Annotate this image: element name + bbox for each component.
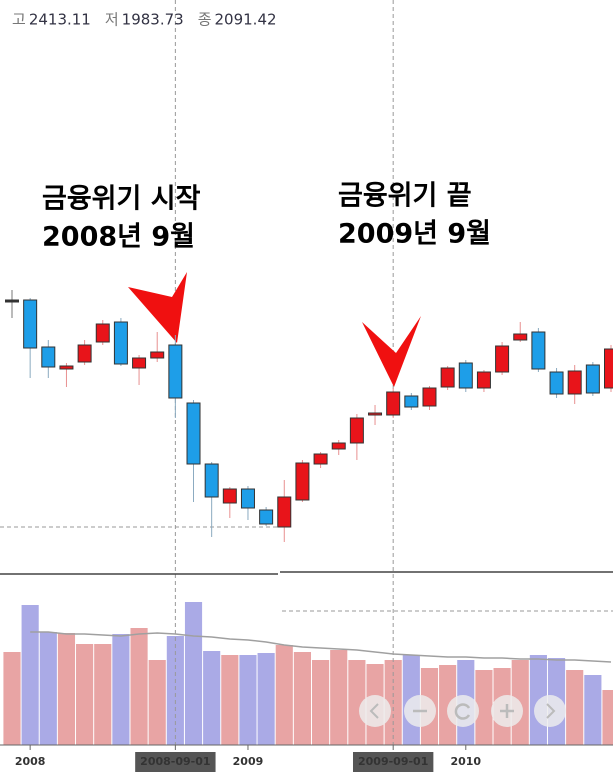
header-label: 고	[12, 11, 26, 29]
volume-bar	[258, 653, 275, 745]
volume-bar	[130, 628, 147, 745]
candle-body	[187, 403, 200, 464]
candle-body	[60, 366, 73, 369]
annotation: 2009년 9월	[338, 219, 491, 250]
header-value: 2091.42	[215, 11, 277, 29]
candle-body	[241, 489, 254, 508]
annotation: 금융위기 끝	[338, 181, 472, 212]
volume-bar	[112, 634, 129, 745]
zoom-in-button[interactable]	[491, 695, 523, 727]
candle-body	[223, 489, 236, 503]
candle-body	[78, 345, 91, 362]
candle-body	[550, 372, 563, 394]
volume-bar	[330, 650, 347, 745]
candle-body	[151, 352, 164, 358]
zoom-out-button[interactable]	[404, 695, 436, 727]
volume-bar	[276, 645, 293, 745]
candle-body	[260, 510, 273, 524]
volume-bar	[22, 605, 39, 745]
candle-body	[205, 464, 218, 497]
volume-bar	[185, 602, 202, 745]
candle-body	[423, 388, 436, 406]
header-label: 종	[198, 11, 212, 29]
volume-bar	[58, 633, 75, 745]
arrow	[362, 316, 421, 387]
annotation: 2008년 9월	[42, 222, 195, 253]
x-tick-label: 2008-09-01	[140, 755, 210, 768]
header-label: 저	[105, 11, 119, 29]
x-tick-label: 2008	[15, 755, 46, 768]
scroll-right-button[interactable]	[534, 695, 566, 727]
volume-bar	[584, 675, 601, 745]
candle-body	[387, 392, 400, 415]
volume-bar	[239, 655, 256, 745]
candle-body	[477, 372, 490, 388]
candle-body	[568, 371, 581, 394]
candle-body	[369, 413, 382, 415]
volume-bar	[221, 655, 238, 745]
x-tick-label: 2009-09-01	[358, 755, 428, 768]
candle-body	[496, 346, 509, 372]
candle-body	[96, 324, 109, 342]
candle-body	[605, 349, 613, 388]
volume-bar	[94, 644, 111, 745]
candle-body	[532, 332, 545, 369]
candle-body	[42, 347, 55, 367]
candle-body	[350, 418, 363, 443]
candle-body	[441, 368, 454, 387]
x-tick-label: 2010	[450, 755, 481, 768]
candle-body	[24, 300, 37, 348]
volume-bar	[294, 652, 311, 745]
volume-bar	[203, 651, 220, 745]
x-tick-label: 2009	[233, 755, 264, 768]
candle-body	[459, 363, 472, 388]
volume-bar	[566, 670, 583, 745]
annotation: 금융위기 시작	[42, 184, 201, 215]
header-value: 2413.11	[29, 11, 91, 29]
volume-bar	[312, 660, 329, 745]
candle-body	[296, 463, 309, 500]
volume-bar	[40, 632, 57, 745]
candle-body	[6, 300, 19, 302]
reset-button[interactable]	[447, 695, 479, 727]
scroll-left-button[interactable]	[359, 695, 391, 727]
candle-body	[114, 322, 127, 364]
candle-body	[314, 454, 327, 464]
volume-bar	[3, 652, 20, 745]
candle-body	[278, 497, 291, 527]
header-value: 1983.73	[122, 11, 184, 29]
volume-bar	[602, 690, 613, 745]
candle-body	[332, 443, 345, 449]
candle-body	[405, 396, 418, 407]
candle-body	[514, 334, 527, 340]
volume-bar	[76, 644, 93, 745]
candle-body	[169, 345, 182, 398]
candle-body	[133, 358, 146, 368]
volume-bar	[149, 660, 166, 745]
candle-body	[586, 365, 599, 393]
